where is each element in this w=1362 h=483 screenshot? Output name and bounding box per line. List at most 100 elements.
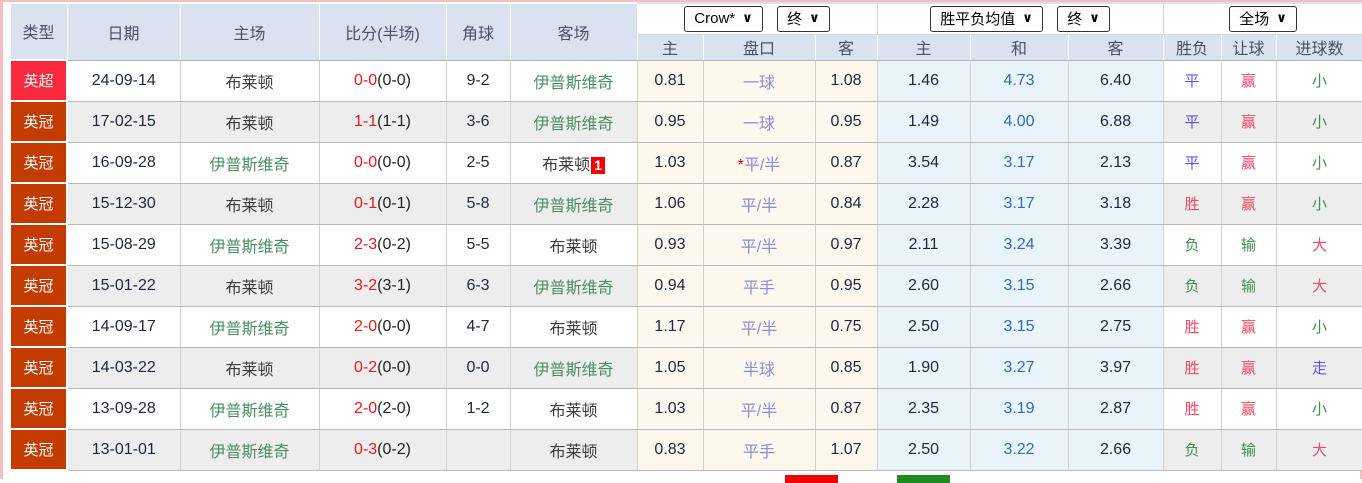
home-team-name: 伊普斯维奇 xyxy=(209,320,290,338)
average-select[interactable]: 胜平负均值 ∨ xyxy=(930,5,1043,32)
avg-draw-odds-cell: 3.15 xyxy=(969,264,1069,307)
handicap-cell: 平/半 xyxy=(702,387,816,430)
away-team-name: 布莱顿 xyxy=(549,320,598,338)
bookmaker-select[interactable]: Crow* ∨ xyxy=(684,5,763,32)
away-odds-cell: 0.97 xyxy=(814,223,878,266)
handicap-star: * xyxy=(737,156,744,174)
avg-away-odds-cell: 2.87 xyxy=(1067,387,1164,430)
home-odds-cell: 1.17 xyxy=(636,305,704,348)
result-goals-cell: 大 xyxy=(1275,428,1362,471)
league-type-cell: 英冠 xyxy=(9,387,68,430)
avg-draw-odds-cell: 4.00 xyxy=(969,100,1069,143)
corner-cell: 5-8 xyxy=(445,182,511,225)
legend-red-bar xyxy=(785,475,838,483)
halftime-score: (2-0) xyxy=(377,399,411,417)
result-wdl-cell: 平 xyxy=(1162,59,1222,102)
avg-away-odds-cell: 3.97 xyxy=(1067,346,1164,389)
date-cell: 13-01-01 xyxy=(66,428,181,471)
home-team-name: 布莱顿 xyxy=(225,115,274,133)
away-team-name: 布莱顿 xyxy=(549,402,598,420)
away-odds-cell: 1.08 xyxy=(814,59,878,102)
bookmaker-select-value: Crow* xyxy=(694,10,736,28)
home-odds-cell: 1.03 xyxy=(636,387,704,430)
home-odds-cell: 1.03 xyxy=(636,141,704,184)
avg-draw-odds-cell: 3.15 xyxy=(969,305,1069,348)
date-cell: 15-01-22 xyxy=(66,264,181,307)
home-team-name: 伊普斯维奇 xyxy=(209,238,290,256)
fulltime-score: 3-2 xyxy=(354,276,378,294)
col-header-corner: 角球 xyxy=(445,2,511,61)
date-cell: 16-09-28 xyxy=(66,141,181,184)
result-goals-cell: 小 xyxy=(1275,141,1362,184)
date-cell: 14-09-17 xyxy=(66,305,181,348)
match-history-table: 类型 日期 主场 比分(半场) 角球 客场 Crow* ∨ 终 ∨ 胜平负均值 ∨ 终… xyxy=(9,2,1362,471)
handicap-cell: *平/半 xyxy=(702,141,816,184)
halftime-score: (0-0) xyxy=(377,358,411,376)
table-row: 英冠 13-01-01 伊普斯维奇 0-3(0-2) 布莱顿 0.83 平手 1… xyxy=(9,428,1362,471)
home-team-name: 布莱顿 xyxy=(225,197,274,215)
subcol-odds-away: 客 xyxy=(814,33,878,61)
away-team-name: 伊普斯维奇 xyxy=(533,279,614,297)
score-cell: 0-0(0-0) xyxy=(318,59,447,102)
result-handicap-cell: 赢 xyxy=(1220,182,1277,225)
avg-draw-odds-cell: 3.24 xyxy=(969,223,1069,266)
away-team-cell: 伊普斯维奇 xyxy=(509,100,638,143)
corner-cell: 9-2 xyxy=(445,59,511,102)
table-row: 英冠 16-09-28 伊普斯维奇 0-0(0-0) 2-5 布莱顿 1 1.03… xyxy=(9,141,1362,184)
halftime-score: (1-1) xyxy=(377,112,411,130)
result-handicap-cell: 赢 xyxy=(1220,346,1277,389)
home-odds-cell: 1.05 xyxy=(636,346,704,389)
table-row: 英超 24-09-14 布莱顿 0-0(0-0) 9-2 伊普斯维奇 0.81 … xyxy=(9,59,1362,102)
avg-away-odds-cell: 2.75 xyxy=(1067,305,1164,348)
bookmaker-stage-select[interactable]: 终 ∨ xyxy=(777,5,830,32)
average-dropdown-group: 胜平负均值 ∨ 终 ∨ xyxy=(876,2,1164,35)
away-team-name: 伊普斯维奇 xyxy=(533,74,614,92)
scope-select[interactable]: 全场 ∨ xyxy=(1229,5,1297,32)
result-goals-cell: 小 xyxy=(1275,387,1362,430)
subcol-avg-draw: 和 xyxy=(969,33,1069,61)
average-stage-select[interactable]: 终 ∨ xyxy=(1057,5,1110,32)
fulltime-score: 0-1 xyxy=(354,194,378,212)
result-wdl-cell: 负 xyxy=(1162,428,1222,471)
home-team-cell: 布莱顿 xyxy=(179,59,320,102)
home-team-name: 布莱顿 xyxy=(225,361,274,379)
chevron-down-icon: ∨ xyxy=(1089,11,1100,27)
result-handicap-cell: 赢 xyxy=(1220,100,1277,143)
col-header-home: 主场 xyxy=(179,2,320,61)
handicap-cell: 平/半 xyxy=(702,182,816,225)
handicap-value: 平/半 xyxy=(740,320,778,338)
result-goals-cell: 大 xyxy=(1275,223,1362,266)
handicap-value: 一球 xyxy=(742,115,775,133)
score-cell: 2-0(2-0) xyxy=(318,387,447,430)
home-odds-cell: 1.06 xyxy=(636,182,704,225)
table-row: 英冠 15-12-30 布莱顿 0-1(0-1) 5-8 伊普斯维奇 1.06 … xyxy=(9,182,1362,225)
col-header-date: 日期 xyxy=(66,2,181,61)
home-odds-cell: 0.94 xyxy=(636,264,704,307)
home-team-name: 布莱顿 xyxy=(225,74,274,92)
handicap-value: 平/半 xyxy=(740,402,778,420)
table-row: 英冠 15-01-22 布莱顿 3-2(3-1) 6-3 伊普斯维奇 0.94 … xyxy=(9,264,1362,307)
avg-home-odds-cell: 1.49 xyxy=(876,100,971,143)
halftime-score: (0-0) xyxy=(377,317,411,335)
chevron-down-icon: ∨ xyxy=(1276,11,1287,27)
handicap-value: 平手 xyxy=(742,443,775,461)
avg-away-odds-cell: 2.66 xyxy=(1067,264,1164,307)
score-cell: 2-0(0-0) xyxy=(318,305,447,348)
fulltime-score: 0-2 xyxy=(354,358,378,376)
away-team-name: 布莱顿 xyxy=(549,238,598,256)
subcol-odds-home: 主 xyxy=(636,33,704,61)
away-odds-cell: 1.07 xyxy=(814,428,878,471)
avg-home-odds-cell: 2.60 xyxy=(876,264,971,307)
handicap-cell: 平/半 xyxy=(702,305,816,348)
home-team-cell: 伊普斯维奇 xyxy=(179,223,320,266)
date-cell: 17-02-15 xyxy=(66,100,181,143)
avg-away-odds-cell: 6.88 xyxy=(1067,100,1164,143)
avg-draw-odds-cell: 3.17 xyxy=(969,182,1069,225)
league-type-cell: 英冠 xyxy=(9,141,68,184)
scope-dropdown-group: 全场 ∨ xyxy=(1162,2,1362,35)
score-cell: 0-0(0-0) xyxy=(318,141,447,184)
avg-home-odds-cell: 3.54 xyxy=(876,141,971,184)
handicap-value: 平/半 xyxy=(740,197,778,215)
fulltime-score: 0-3 xyxy=(354,440,378,458)
